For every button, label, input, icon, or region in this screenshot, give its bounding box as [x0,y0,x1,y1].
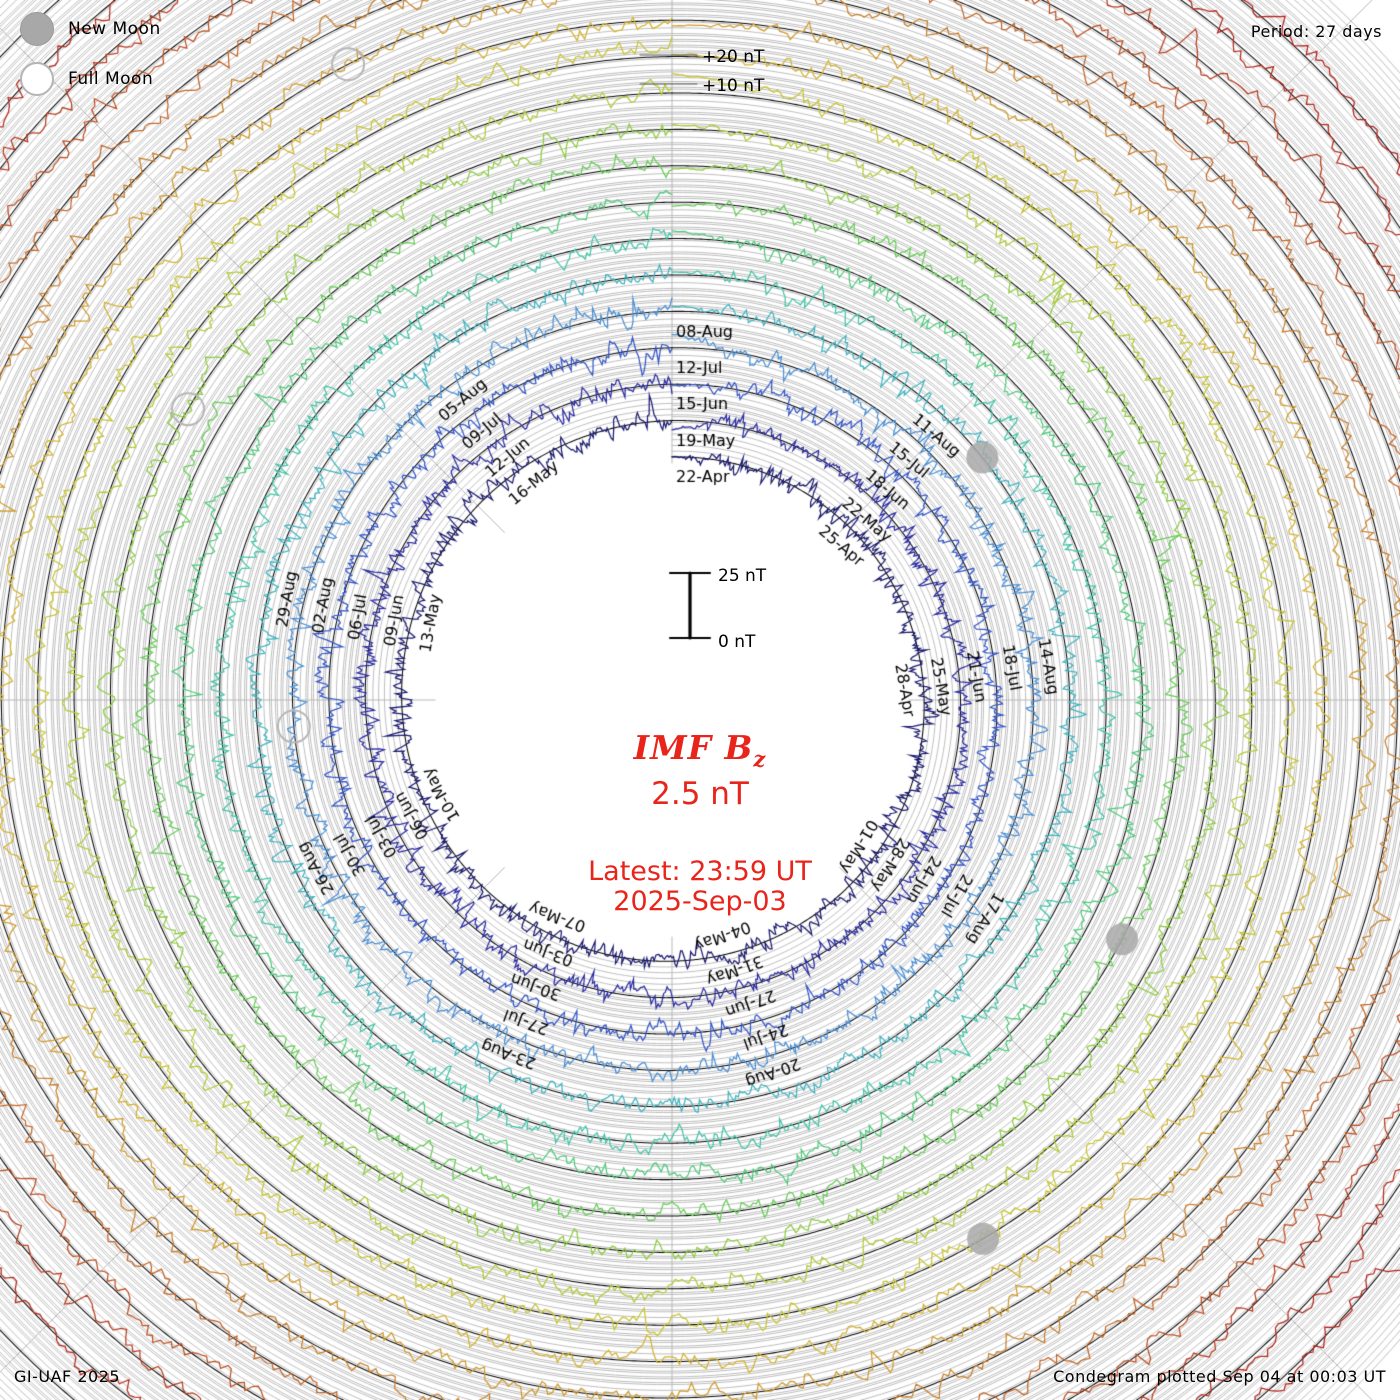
plotted-timestamp-label: Condegram plotted Sep 04 at 00:03 UT [1053,1367,1386,1386]
quantity-subscript: z [753,746,767,772]
scale-bar-bottom-label: 0 nT [718,632,756,652]
legend-item-full-moon: Full Moon [20,62,153,96]
radial-tick-plus20: +20 nT [702,47,765,67]
legend-item-new-moon: New Moon [20,12,161,46]
scale-bar-top-label: 25 nT [718,566,767,586]
center-annotation: IMF Bz 2.5 nT [0,728,1400,812]
new-moon-icon [20,12,54,46]
radial-tick-plus10: +10 nT [702,76,765,96]
quantity-name: IMF B [633,728,754,767]
quantity-value: 2.5 nT [651,775,749,812]
quantity-title: IMF Bz [0,728,1400,772]
legend-label-full-moon: Full Moon [68,69,154,89]
latest-annotation: Latest: 23:59 UT 2025-Sep-03 [0,856,1400,918]
latest-time: Latest: 23:59 UT [588,856,812,887]
full-moon-icon [20,62,54,96]
legend-label-new-moon: New Moon [68,19,161,39]
copyright-label: GI-UAF 2025 [14,1367,121,1386]
latest-date: 2025-Sep-03 [613,886,787,918]
period-label: Period: 27 days [1250,22,1382,41]
